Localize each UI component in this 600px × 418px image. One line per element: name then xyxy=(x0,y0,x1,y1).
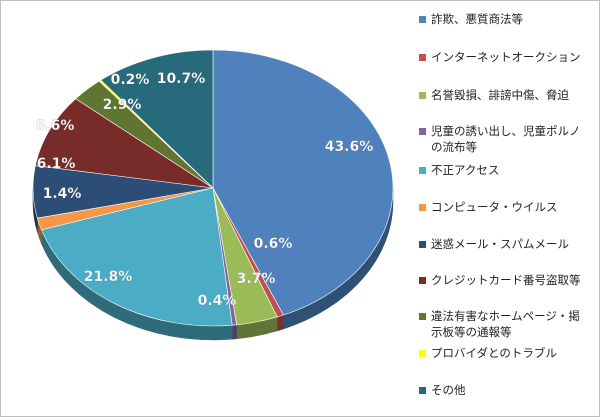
slice-1 xyxy=(212,49,394,316)
slice-2-side xyxy=(276,314,284,332)
data-label-11: 10.7% xyxy=(157,71,206,87)
legend-swatch-2 xyxy=(419,54,426,61)
legend-swatch-8 xyxy=(419,277,426,284)
data-label-1: 43.6% xyxy=(325,139,374,155)
legend-swatch-4 xyxy=(419,128,426,135)
data-label-9: 2.9% xyxy=(103,97,142,113)
legend-item-1: 詐欺、悪質商法等 xyxy=(419,11,591,27)
data-label-3: 3.7% xyxy=(237,271,276,287)
legend-label-9: 違法有害なホームページ・掲示板等の通報等 xyxy=(431,309,580,339)
legend-item-8: クレジットカード番号盗取等 xyxy=(419,272,591,288)
data-label-2: 0.6% xyxy=(254,236,293,252)
slice-4-side xyxy=(231,324,237,340)
legend-label-7: 迷惑メール・スパムメール xyxy=(431,237,569,251)
data-label-8: 8.6% xyxy=(36,118,75,134)
data-labels: 43.6% 0.6% 3.7%0.4% 21.8% 1.4% 6.1% 8.6% 2.9% 0.… xyxy=(35,71,374,309)
legend-item-6: コンピュータ・ウイルス xyxy=(419,199,591,215)
legend-label-3: 名誉毀損、誹謗中傷、脅迫 xyxy=(431,88,569,102)
legend-item-2: インターネットオークション xyxy=(419,49,591,65)
legend-label-5: 不正アクセス xyxy=(431,163,500,177)
legend-item-10: プロバイダとのトラブル xyxy=(419,345,591,361)
legend-label-1: 詐欺、悪質商法等 xyxy=(431,12,523,26)
data-label-7: 6.1% xyxy=(37,156,76,172)
legend-label-11: その他 xyxy=(431,383,466,397)
legend-swatch-10 xyxy=(419,350,426,357)
legend-item-3: 名誉毀損、誹謗中傷、脅迫 xyxy=(419,87,591,103)
legend-label-8: クレジットカード番号盗取等 xyxy=(431,273,581,287)
pie-top xyxy=(32,49,394,327)
data-label-10: 0.2% xyxy=(111,72,150,88)
legend-item-11: その他 xyxy=(419,382,591,398)
slice-5 xyxy=(41,187,233,327)
legend-swatch-3 xyxy=(419,92,426,99)
legend-swatch-5 xyxy=(419,167,426,174)
legend-item-4: 児童の誘い出し、児童ポルノの流布等 xyxy=(419,123,591,155)
legend-swatch-7 xyxy=(419,241,426,248)
legend-label-4: 児童の誘い出し、児童ポルノの流布等 xyxy=(431,124,581,154)
legend-swatch-9 xyxy=(419,313,426,320)
data-label-6: 1.4% xyxy=(43,186,82,202)
legend-item-9: 違法有害なホームページ・掲示板等の通報等 xyxy=(419,308,591,340)
legend-swatch-6 xyxy=(419,204,426,211)
data-label-5: 21.8% xyxy=(84,269,133,285)
data-label-4: 0.4% xyxy=(198,293,237,309)
slice-8 xyxy=(35,98,214,189)
legend-item-7: 迷惑メール・スパムメール xyxy=(419,236,591,252)
legend-swatch-11 xyxy=(419,387,426,394)
legend-label-10: プロバイダとのトラブル xyxy=(431,346,557,360)
legend-label-6: コンピュータ・ウイルス xyxy=(431,200,558,214)
slice-11 xyxy=(100,49,214,189)
legend-item-5: 不正アクセス xyxy=(419,162,591,178)
legend-label-2: インターネットオークション xyxy=(431,50,581,64)
legend-swatch-1 xyxy=(419,16,426,23)
